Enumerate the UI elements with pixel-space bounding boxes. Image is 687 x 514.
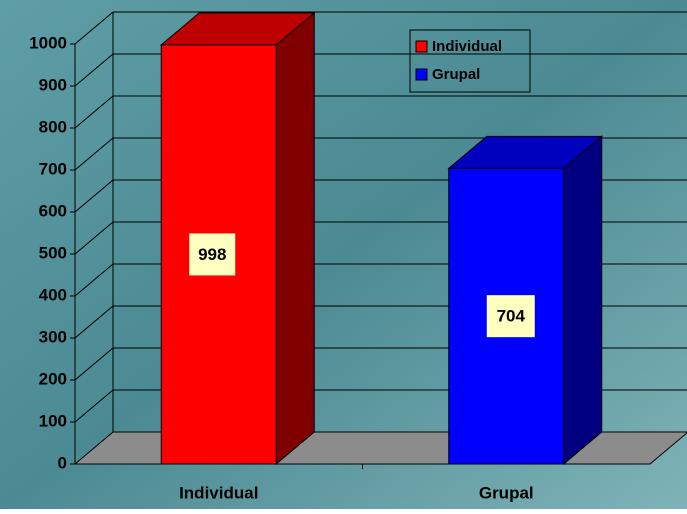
grid-line	[74, 347, 114, 381]
y-tick-label: 100	[39, 411, 67, 430]
grid-line	[74, 95, 114, 129]
y-tick-label: 500	[39, 243, 67, 262]
bar-side	[275, 11, 315, 466]
y-tick-label: 700	[39, 159, 67, 178]
grid-line	[74, 263, 114, 297]
bar-side	[563, 135, 603, 466]
grid-line	[74, 53, 114, 87]
grid-line	[74, 389, 114, 423]
grid-line	[74, 305, 114, 339]
y-tick-label: 400	[39, 285, 67, 304]
value-label: 998	[198, 245, 226, 264]
grid-line	[74, 179, 114, 213]
legend-swatch	[415, 40, 428, 53]
x-tick-label: Individual	[179, 483, 258, 502]
legend-label: Individual	[432, 38, 502, 55]
value-label: 704	[497, 307, 526, 326]
value-label-box	[189, 233, 236, 276]
grid-line	[74, 11, 114, 45]
y-tick-label: 0	[58, 453, 67, 472]
legend-swatch	[415, 68, 428, 81]
legend-box	[409, 29, 531, 93]
y-tick-label: 200	[39, 369, 67, 388]
grid-line	[74, 221, 114, 255]
value-label-box	[486, 295, 535, 338]
y-tick-label: 900	[39, 75, 67, 94]
y-tick-label: 800	[39, 117, 67, 136]
y-tick-label: 600	[39, 201, 67, 220]
legend-label: Grupal	[432, 66, 480, 83]
y-tick-label: 1000	[29, 33, 67, 52]
grid-line	[74, 137, 114, 171]
x-tick-label: Grupal	[479, 483, 534, 502]
y-tick-label: 300	[39, 327, 67, 346]
